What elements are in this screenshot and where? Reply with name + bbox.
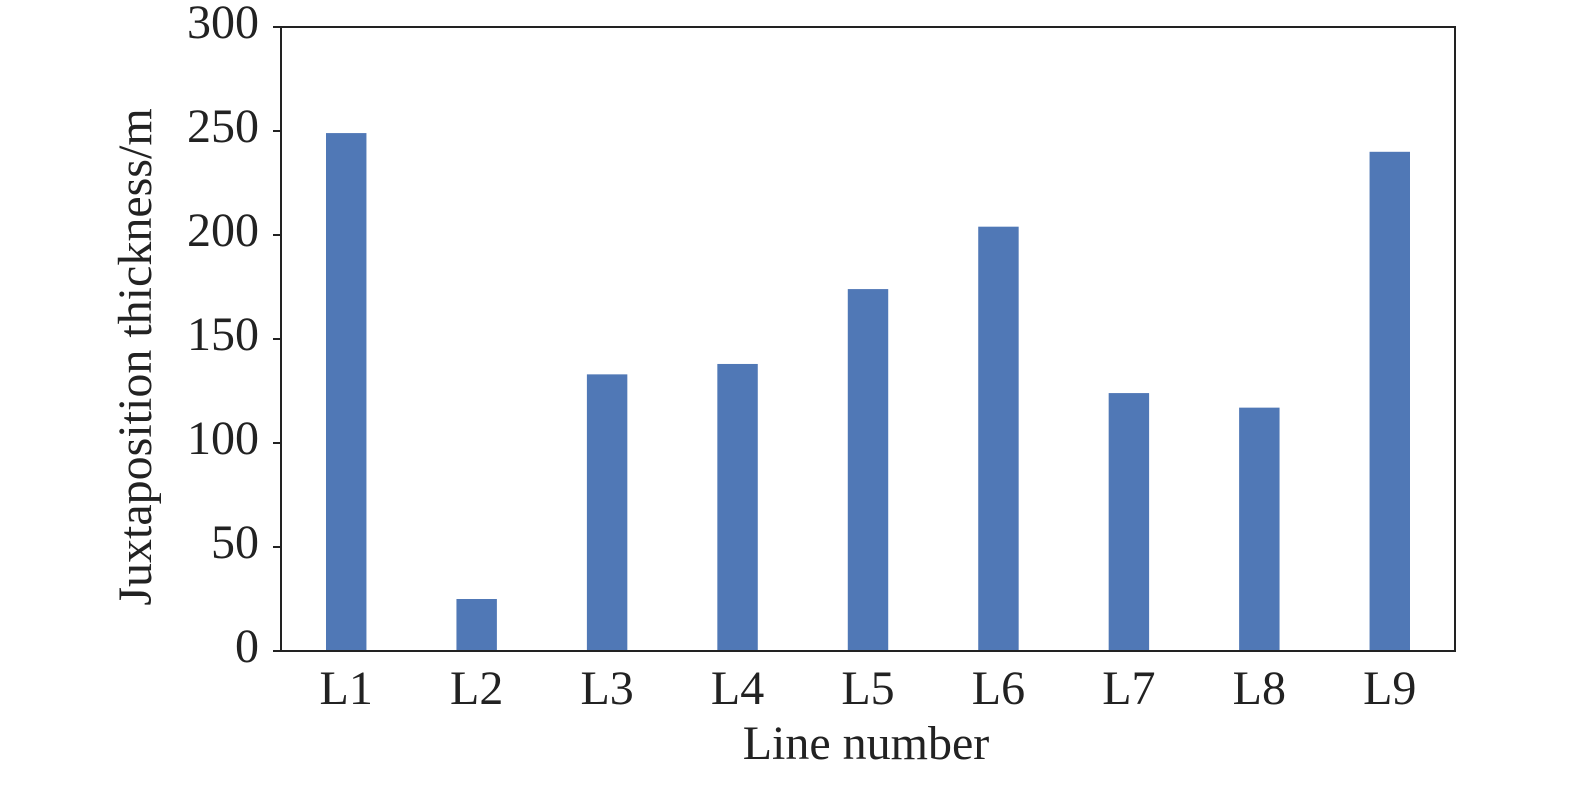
- y-tick-label: 100: [187, 412, 259, 465]
- bar: [717, 363, 758, 651]
- x-tick-label: L4: [711, 662, 764, 715]
- y-tick-label: 250: [187, 100, 259, 153]
- bar: [586, 374, 628, 651]
- x-tick-label: L9: [1363, 662, 1416, 715]
- y-axis-label: Juxtaposition thickness/m: [109, 108, 162, 605]
- bar: [456, 599, 497, 651]
- x-tick-label: L8: [1233, 662, 1286, 715]
- x-tick-label: L6: [972, 662, 1025, 715]
- bar: [1239, 407, 1280, 651]
- plot-frame: [280, 26, 1456, 652]
- bar: [978, 226, 1019, 651]
- bar: [1108, 393, 1150, 651]
- x-tick-label: L7: [1102, 662, 1155, 715]
- x-tick-label: L1: [320, 662, 373, 715]
- x-axis-label: Line number: [743, 717, 990, 770]
- x-tick-label: L5: [841, 662, 894, 715]
- x-tick-label: L2: [450, 662, 503, 715]
- bar: [847, 289, 889, 651]
- y-tick-label: 150: [187, 308, 259, 361]
- y-tick-label: 300: [187, 0, 259, 49]
- y-tick-label: 200: [187, 204, 259, 257]
- bar: [1369, 151, 1410, 652]
- y-tick-label: 0: [235, 620, 259, 673]
- bar: [326, 133, 367, 651]
- y-tick-label: 50: [211, 516, 259, 569]
- x-tick-label: L3: [580, 662, 633, 715]
